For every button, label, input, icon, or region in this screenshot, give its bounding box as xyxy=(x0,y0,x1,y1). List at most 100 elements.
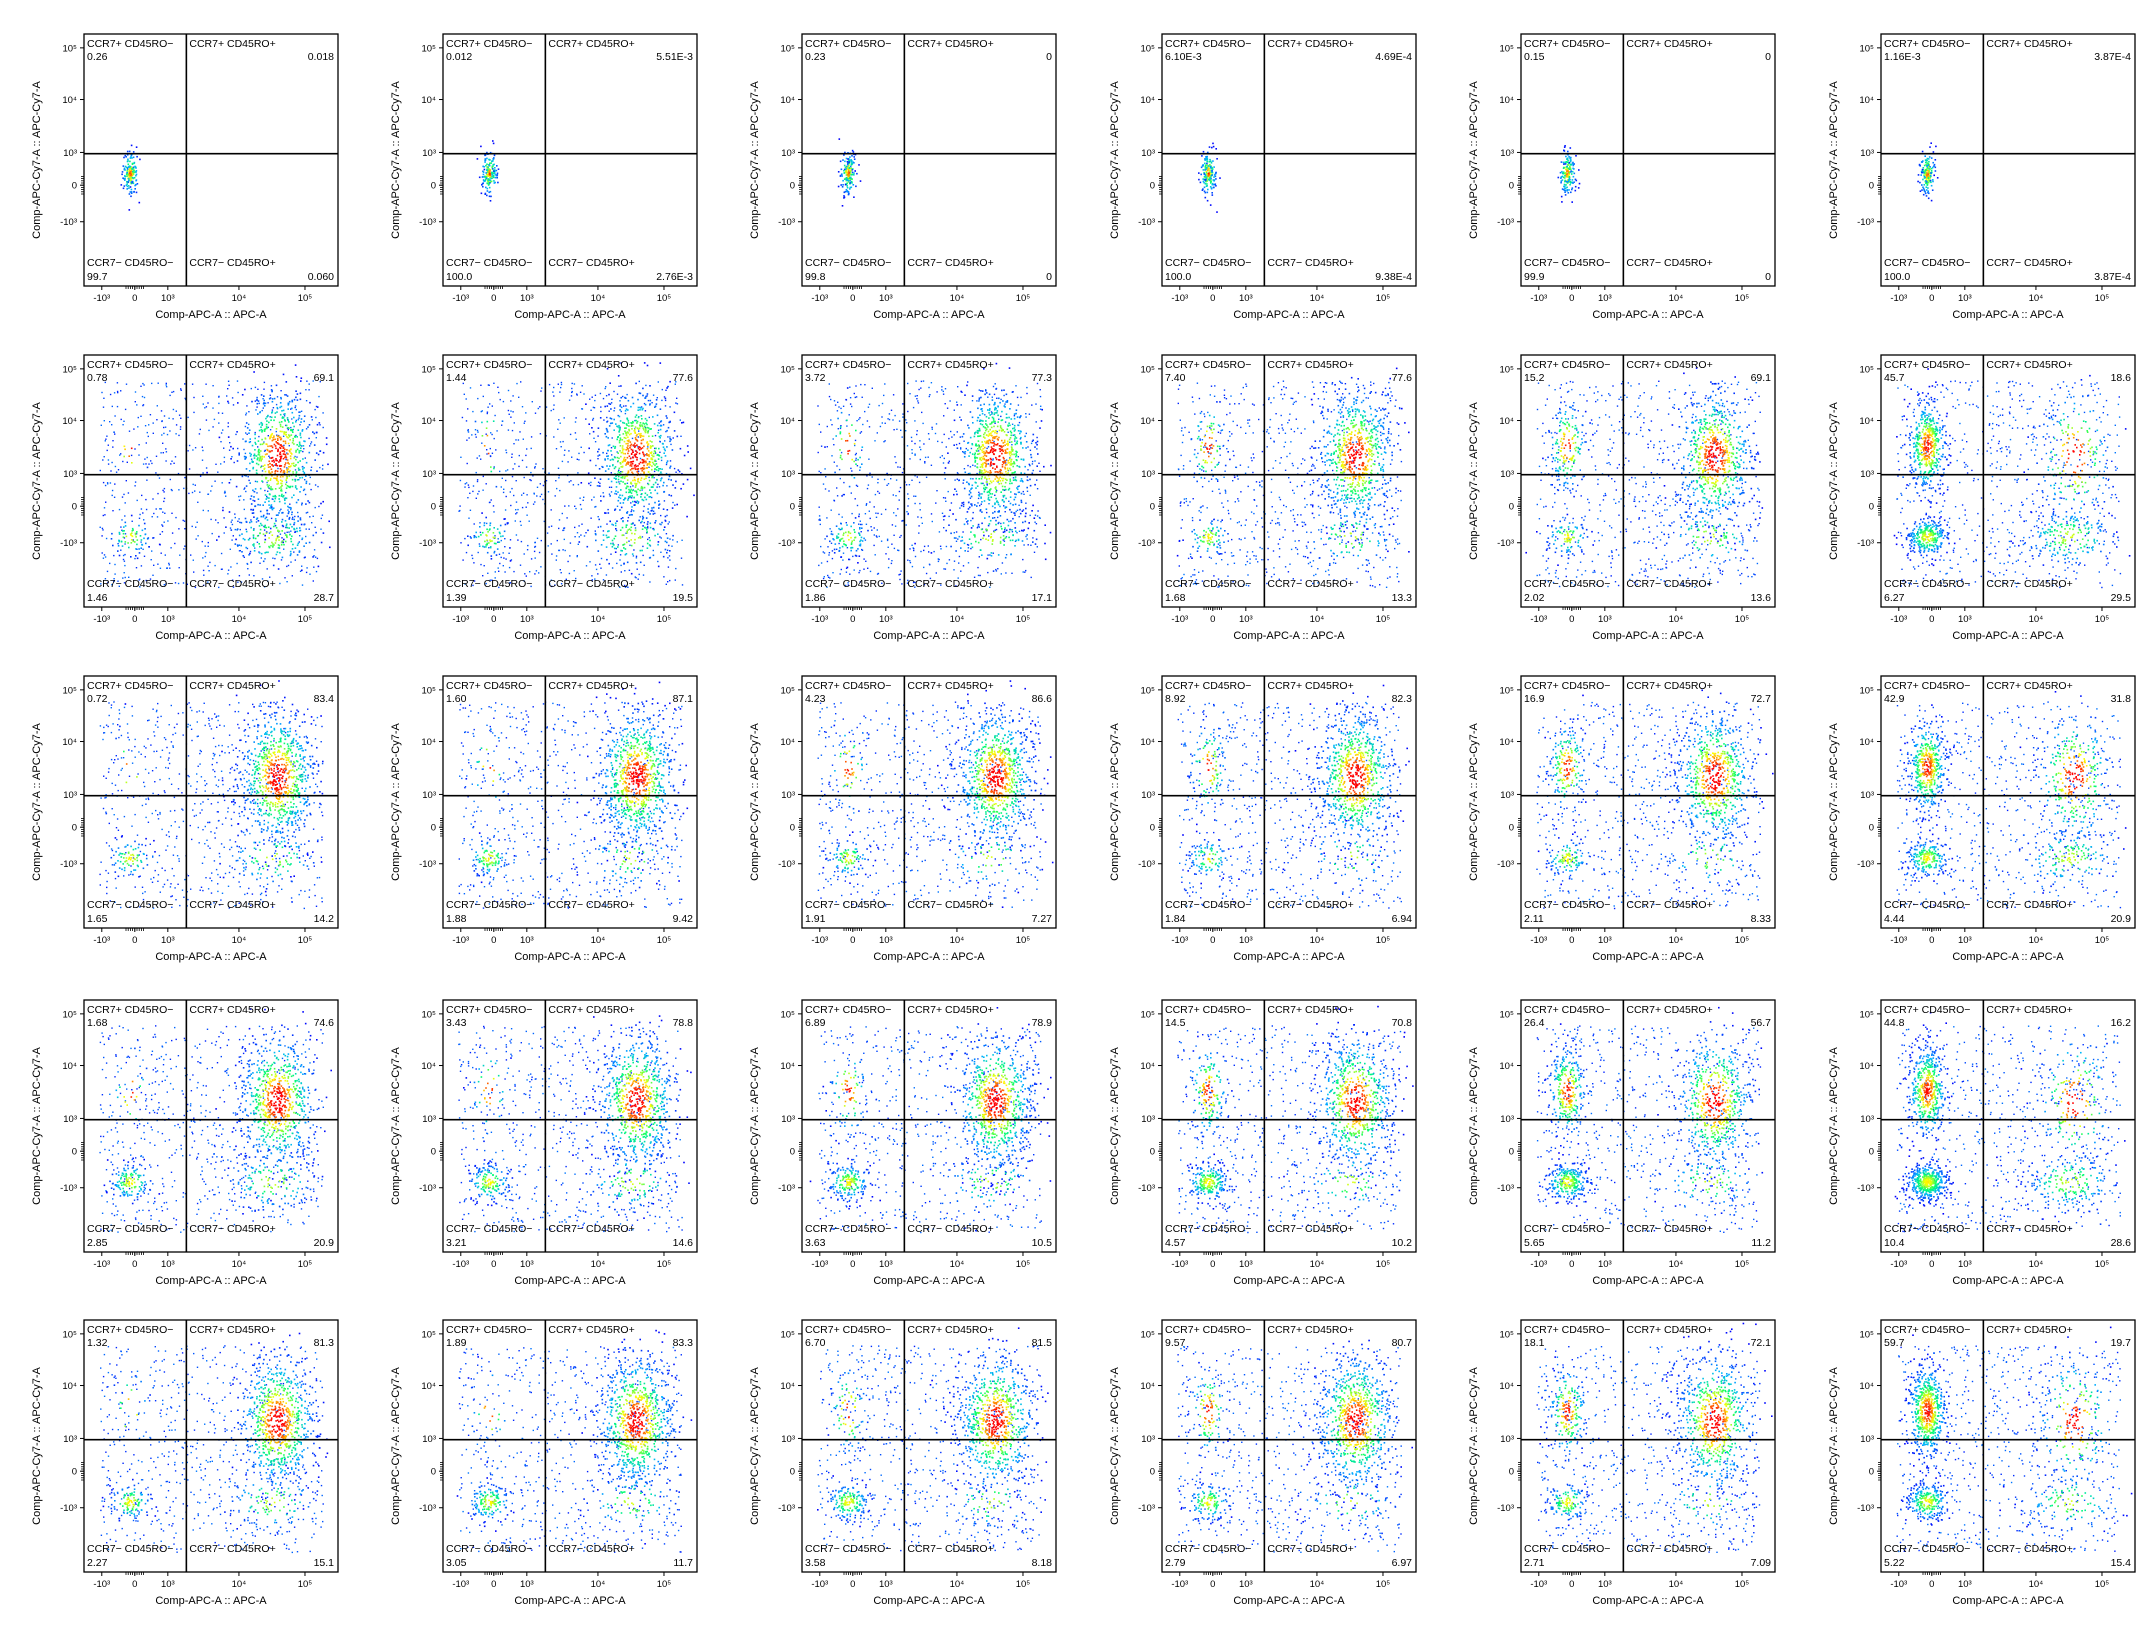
y-tick-label: 0 xyxy=(431,1467,436,1478)
x-tick-label: 0 xyxy=(1929,935,1934,946)
gate-value-ur: 82.3 xyxy=(1392,693,1413,705)
gate-label-ur: CCR7+ CD45RO+ xyxy=(1626,1324,1712,1336)
gate-value-ll: 2.11 xyxy=(1524,913,1544,925)
x-tick-label: 10³ xyxy=(1239,1259,1253,1270)
y-tick-label: 10⁴ xyxy=(421,737,436,748)
gate-value-lr: 8.33 xyxy=(1751,913,1772,925)
gate-value-ur: 16.2 xyxy=(2111,1017,2132,1029)
y-tick-label: -10³ xyxy=(1857,538,1874,549)
gate-label-ll: CCR7− CD45RO− xyxy=(1884,1223,1970,1235)
gate-value-ll: 2.79 xyxy=(1165,1557,1186,1569)
x-tick-label: 10⁴ xyxy=(2029,614,2044,625)
gate-value-ur: 78.8 xyxy=(673,1017,694,1029)
y-axis-label: Comp-APC-Cy7-A :: APC-Cy7-A xyxy=(749,722,761,880)
gate-value-ul: 6.70 xyxy=(805,1337,826,1349)
y-tick-label: -10³ xyxy=(1497,1503,1514,1514)
gate-label-lr: CCR7− CD45RO+ xyxy=(1267,578,1353,590)
y-tick-label: 0 xyxy=(790,1467,795,1478)
gate-label-ul: CCR7+ CD45RO− xyxy=(805,680,891,692)
gate-label-lr: CCR7− CD45RO+ xyxy=(1986,257,2072,269)
y-axis-label: Comp-APC-Cy7-A :: APC-Cy7-A xyxy=(31,1046,43,1204)
gate-value-ll: 1.68 xyxy=(1165,592,1186,604)
x-axis-label: Comp-APC-A :: APC-A xyxy=(1592,1595,1704,1607)
y-tick-label: 0 xyxy=(1869,502,1874,513)
gate-label-ll: CCR7− CD45RO− xyxy=(805,257,891,269)
x-axis-label: Comp-APC-A :: APC-A xyxy=(1233,1275,1345,1287)
y-tick-label: -10³ xyxy=(1497,1183,1514,1194)
y-tick-label: 10⁵ xyxy=(1499,1329,1514,1340)
y-axis-label: Comp-APC-Cy7-A :: APC-Cy7-A xyxy=(31,1366,43,1524)
y-tick-label: 10⁴ xyxy=(1499,416,1514,427)
y-tick-label: -10³ xyxy=(1497,538,1514,549)
gate-value-ll: 1.91 xyxy=(805,913,826,925)
x-tick-label: 10⁴ xyxy=(591,1259,606,1270)
x-tick-label: 10⁵ xyxy=(298,1259,313,1270)
gate-label-ul: CCR7+ CD45RO− xyxy=(805,1004,891,1016)
x-tick-label: 10³ xyxy=(520,1259,534,1270)
gate-value-ur: 83.4 xyxy=(314,693,335,705)
x-tick-label: 10⁵ xyxy=(298,614,313,625)
gate-value-ll: 100.0 xyxy=(446,271,472,283)
gate-label-ll: CCR7− CD45RO− xyxy=(87,1543,173,1555)
x-tick-label: 10³ xyxy=(520,1579,534,1590)
gate-value-ur: 5.51E-3 xyxy=(656,51,693,63)
gate-label-ul: CCR7+ CD45RO− xyxy=(446,680,532,692)
y-tick-label: 10⁵ xyxy=(62,43,77,54)
gate-value-ul: 16.9 xyxy=(1524,693,1545,705)
gate-label-ll: CCR7− CD45RO− xyxy=(1884,257,1970,269)
gate-label-lr: CCR7− CD45RO+ xyxy=(1626,1223,1712,1235)
y-tick-label: 0 xyxy=(1509,502,1514,513)
y-tick-label: 10⁴ xyxy=(1499,737,1514,748)
gate-value-ur: 86.6 xyxy=(1032,693,1053,705)
y-tick-label: 10⁵ xyxy=(780,1329,795,1340)
plot-frame xyxy=(84,1000,338,1252)
y-tick-label: 10³ xyxy=(63,1114,77,1125)
y-tick-label: 0 xyxy=(790,181,795,192)
y-tick-label: 10⁴ xyxy=(1859,416,1874,427)
y-tick-label: 10³ xyxy=(781,469,795,480)
x-tick-label: 0 xyxy=(491,1579,496,1590)
x-axis-label: Comp-APC-A :: APC-A xyxy=(1952,951,2064,963)
x-axis-label: Comp-APC-A :: APC-A xyxy=(1952,1275,2064,1287)
x-tick-label: 10⁴ xyxy=(591,935,606,946)
gate-value-ll: 1.65 xyxy=(87,913,108,925)
x-tick-label: 0 xyxy=(132,1579,137,1590)
gate-label-ur: CCR7+ CD45RO+ xyxy=(1986,680,2072,692)
x-axis-label: Comp-APC-A :: APC-A xyxy=(1233,630,1345,642)
y-axis-label: Comp-APC-Cy7-A :: APC-Cy7-A xyxy=(749,80,761,238)
y-tick-label: 10⁵ xyxy=(1140,1009,1155,1020)
gate-value-ul: 1.32 xyxy=(87,1337,108,1349)
y-tick-label: 10⁴ xyxy=(421,416,436,427)
x-tick-label: -10³ xyxy=(1890,293,1907,304)
x-tick-label: -10³ xyxy=(811,1579,828,1590)
y-tick-label: -10³ xyxy=(1138,217,1155,228)
gate-label-ll: CCR7− CD45RO− xyxy=(1165,578,1251,590)
gate-value-ur: 87.1 xyxy=(673,693,694,705)
x-tick-label: 10³ xyxy=(1239,293,1253,304)
gate-label-ur: CCR7+ CD45RO+ xyxy=(1626,359,1712,371)
x-tick-label: 0 xyxy=(850,1259,855,1270)
x-tick-label: 10⁵ xyxy=(1376,293,1391,304)
x-tick-label: 10³ xyxy=(161,614,175,625)
gate-label-ul: CCR7+ CD45RO− xyxy=(1165,680,1251,692)
x-tick-label: 10³ xyxy=(1598,1259,1612,1270)
x-tick-label: -10³ xyxy=(452,1259,469,1270)
y-tick-label: -10³ xyxy=(419,217,436,228)
x-tick-label: -10³ xyxy=(1171,614,1188,625)
y-tick-label: 10³ xyxy=(1860,1114,1874,1125)
plot-frame xyxy=(443,34,697,286)
x-axis-label: Comp-APC-A :: APC-A xyxy=(155,1275,267,1287)
gate-label-lr: CCR7− CD45RO+ xyxy=(1986,1223,2072,1235)
y-tick-label: 0 xyxy=(1509,181,1514,192)
y-tick-label: -10³ xyxy=(419,1183,436,1194)
y-tick-label: 10⁵ xyxy=(780,685,795,696)
y-tick-label: 10⁴ xyxy=(1140,1061,1155,1072)
